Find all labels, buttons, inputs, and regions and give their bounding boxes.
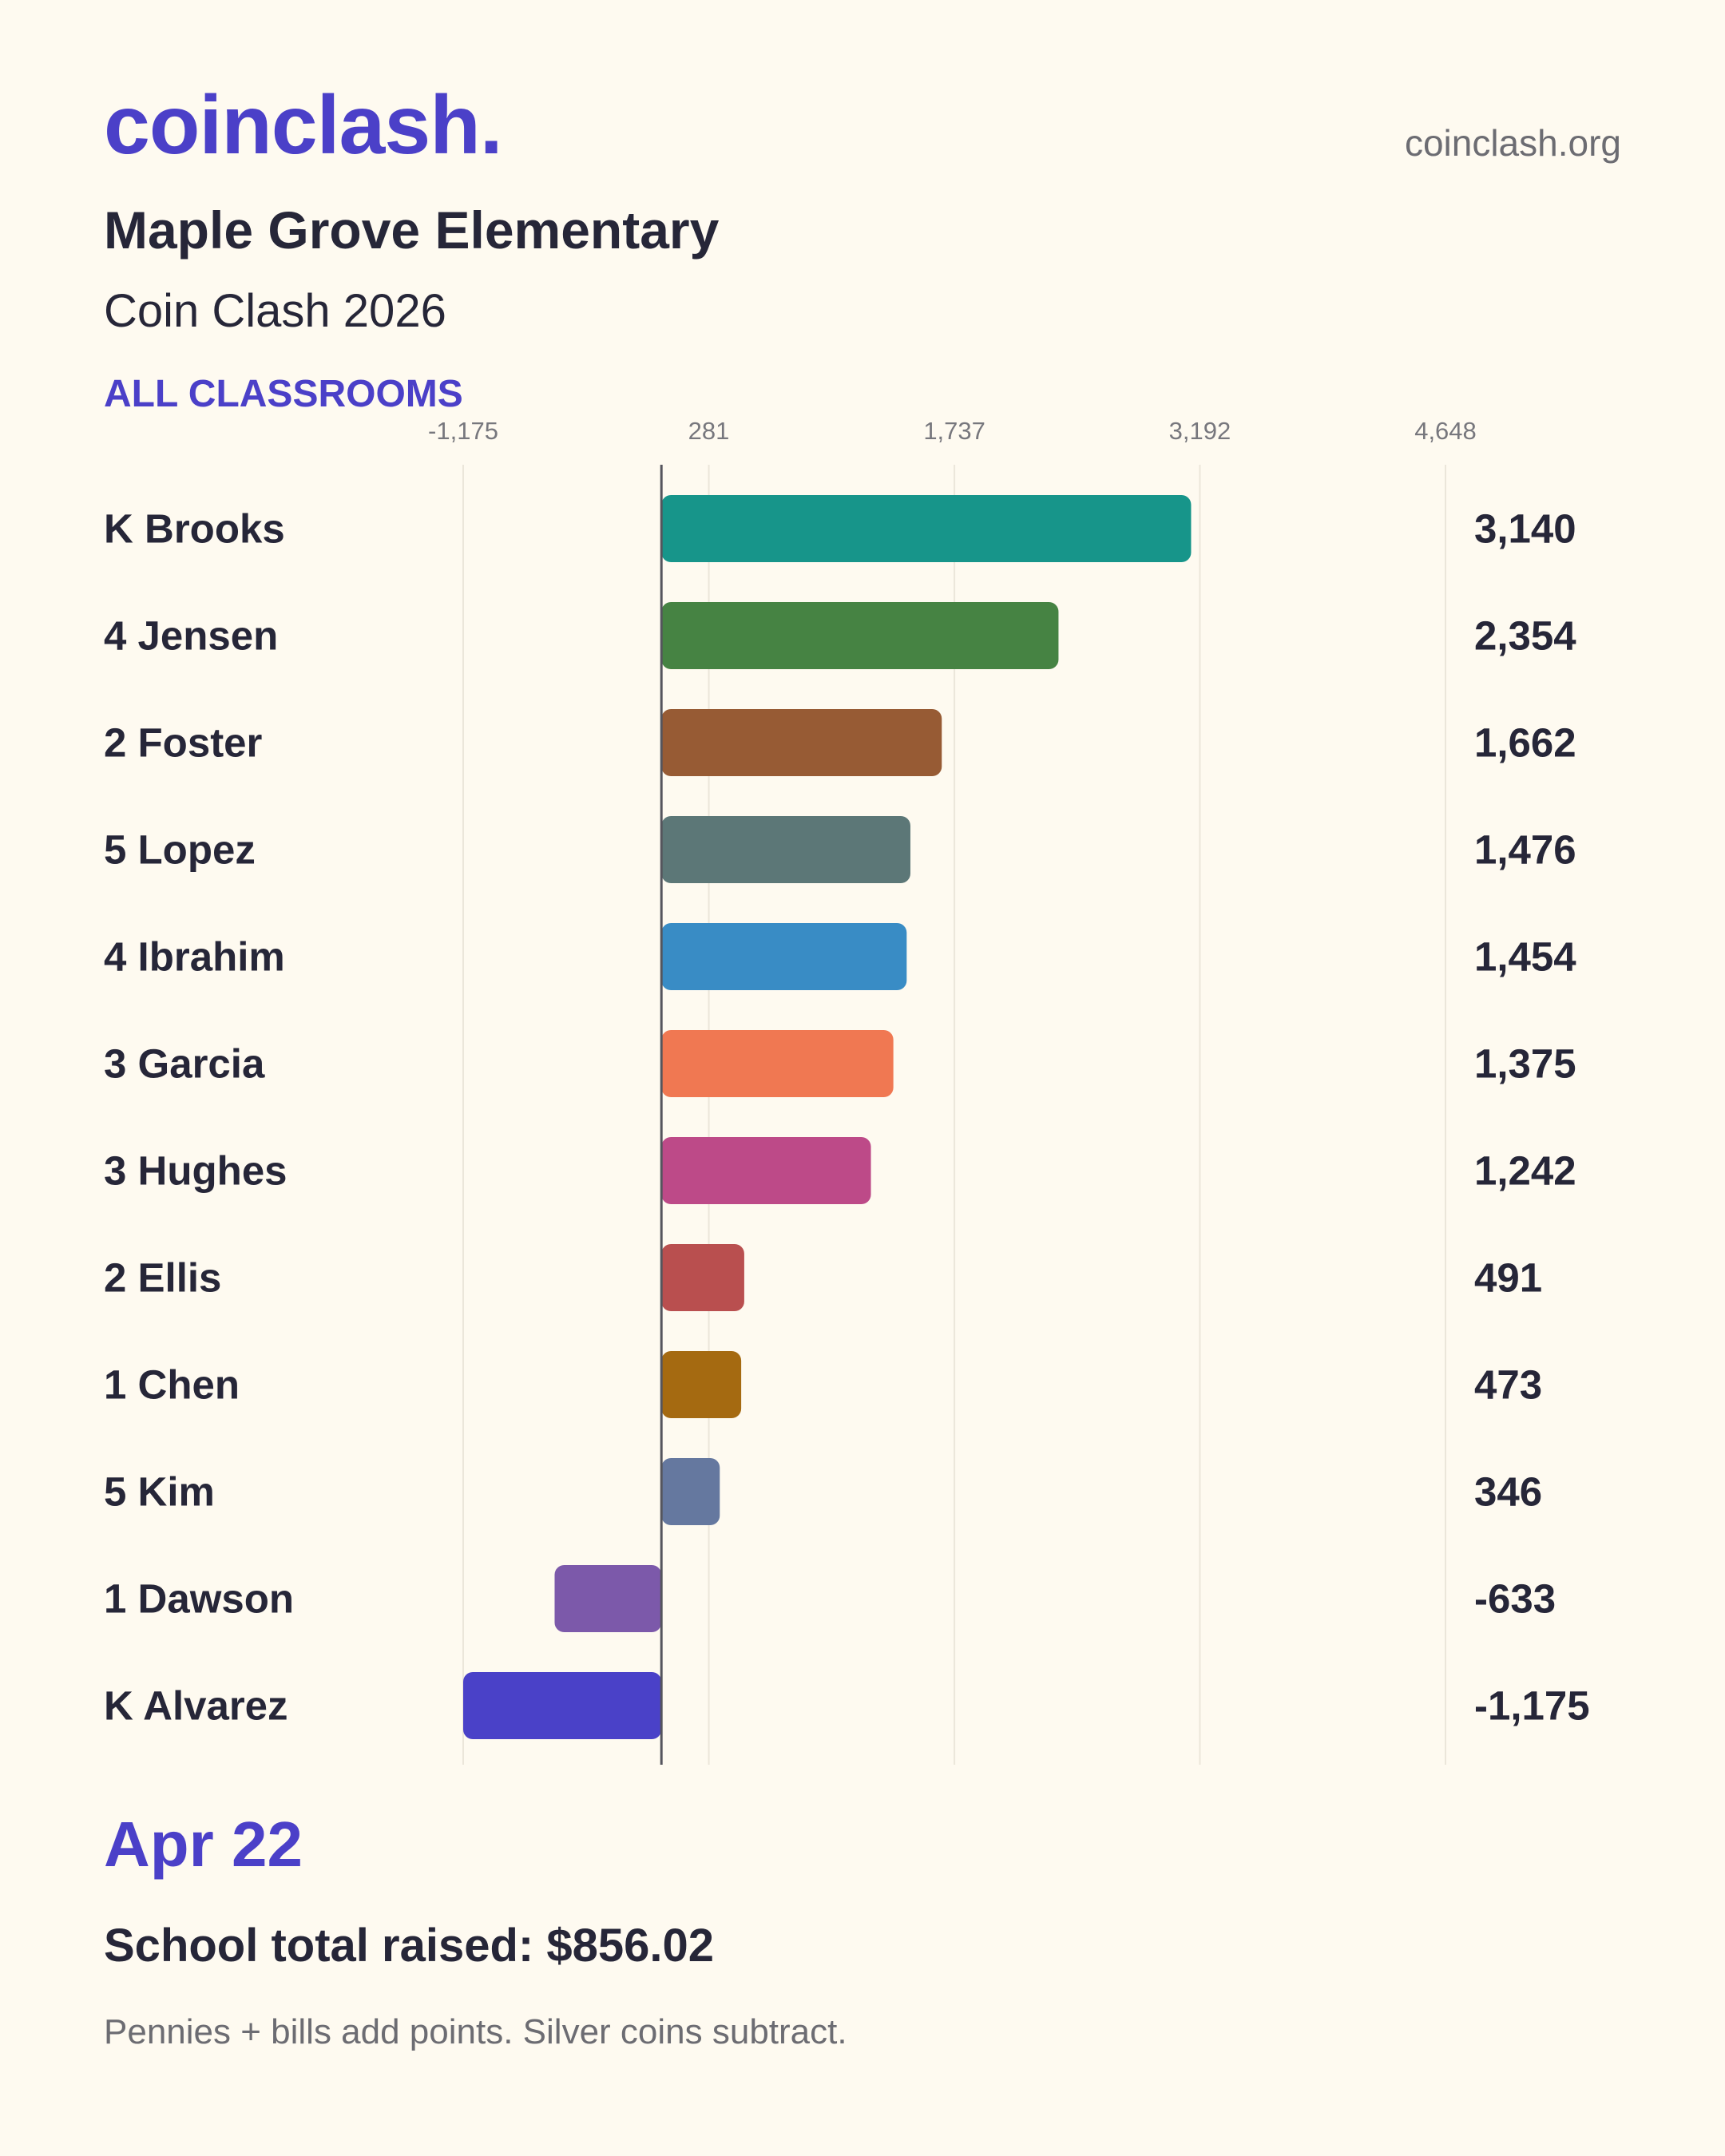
- category-label: 1 Dawson: [104, 1576, 294, 1622]
- category-label: 5 Kim: [104, 1469, 215, 1515]
- category-label: 2 Ellis: [104, 1255, 221, 1301]
- category-label: 3 Hughes: [104, 1148, 288, 1194]
- value-label: 2,354: [1474, 613, 1576, 659]
- x-tick-label: 4,648: [1414, 417, 1477, 445]
- value-label: 1,375: [1474, 1041, 1576, 1087]
- value-label: 346: [1474, 1469, 1542, 1515]
- value-label: 473: [1474, 1362, 1542, 1408]
- value-label: 491: [1474, 1255, 1542, 1301]
- bar: [463, 1672, 662, 1739]
- x-tick-label: 281: [688, 417, 730, 445]
- scoring-note: Pennies + bills add points. Silver coins…: [104, 2012, 847, 2051]
- x-tick-label: 3,192: [1169, 417, 1231, 445]
- category-label: 4 Jensen: [104, 613, 278, 659]
- bar: [661, 602, 1059, 669]
- bar: [661, 709, 942, 776]
- category-label: 4 Ibrahim: [104, 934, 285, 980]
- category-label: 3 Garcia: [104, 1041, 265, 1087]
- value-label: 1,476: [1474, 827, 1576, 873]
- x-tick-label: -1,175: [428, 417, 498, 445]
- bar: [661, 1137, 871, 1204]
- value-label: -1,175: [1474, 1683, 1590, 1729]
- bar: [661, 1030, 894, 1097]
- value-label: 3,140: [1474, 506, 1576, 552]
- school-name: Maple Grove Elementary: [104, 200, 720, 260]
- category-label: K Brooks: [104, 506, 285, 552]
- bar: [661, 1244, 744, 1311]
- x-tick-label: 1,737: [923, 417, 985, 445]
- category-label: K Alvarez: [104, 1683, 288, 1729]
- bar: [661, 1458, 720, 1525]
- school-total: School total raised: $856.02: [104, 1920, 714, 1972]
- value-label: -633: [1474, 1576, 1556, 1622]
- event-name: Coin Clash 2026: [104, 285, 446, 337]
- bar: [554, 1565, 662, 1632]
- bar: [661, 495, 1192, 562]
- value-label: 1,242: [1474, 1148, 1576, 1194]
- value-label: 1,454: [1474, 934, 1576, 980]
- bar: [661, 1351, 742, 1418]
- bar: [661, 923, 907, 990]
- category-label: 1 Chen: [104, 1362, 240, 1408]
- value-label: 1,662: [1474, 720, 1576, 766]
- bar: [661, 816, 910, 883]
- site-url[interactable]: coinclash.org: [1404, 122, 1621, 164]
- brand-logo: coinclash.: [104, 79, 503, 172]
- update-date: Apr 22: [104, 1809, 303, 1880]
- category-label: 5 Lopez: [104, 827, 256, 873]
- classroom-filter-label: ALL CLASSROOMS: [104, 373, 463, 415]
- category-label: 2 Foster: [104, 720, 263, 766]
